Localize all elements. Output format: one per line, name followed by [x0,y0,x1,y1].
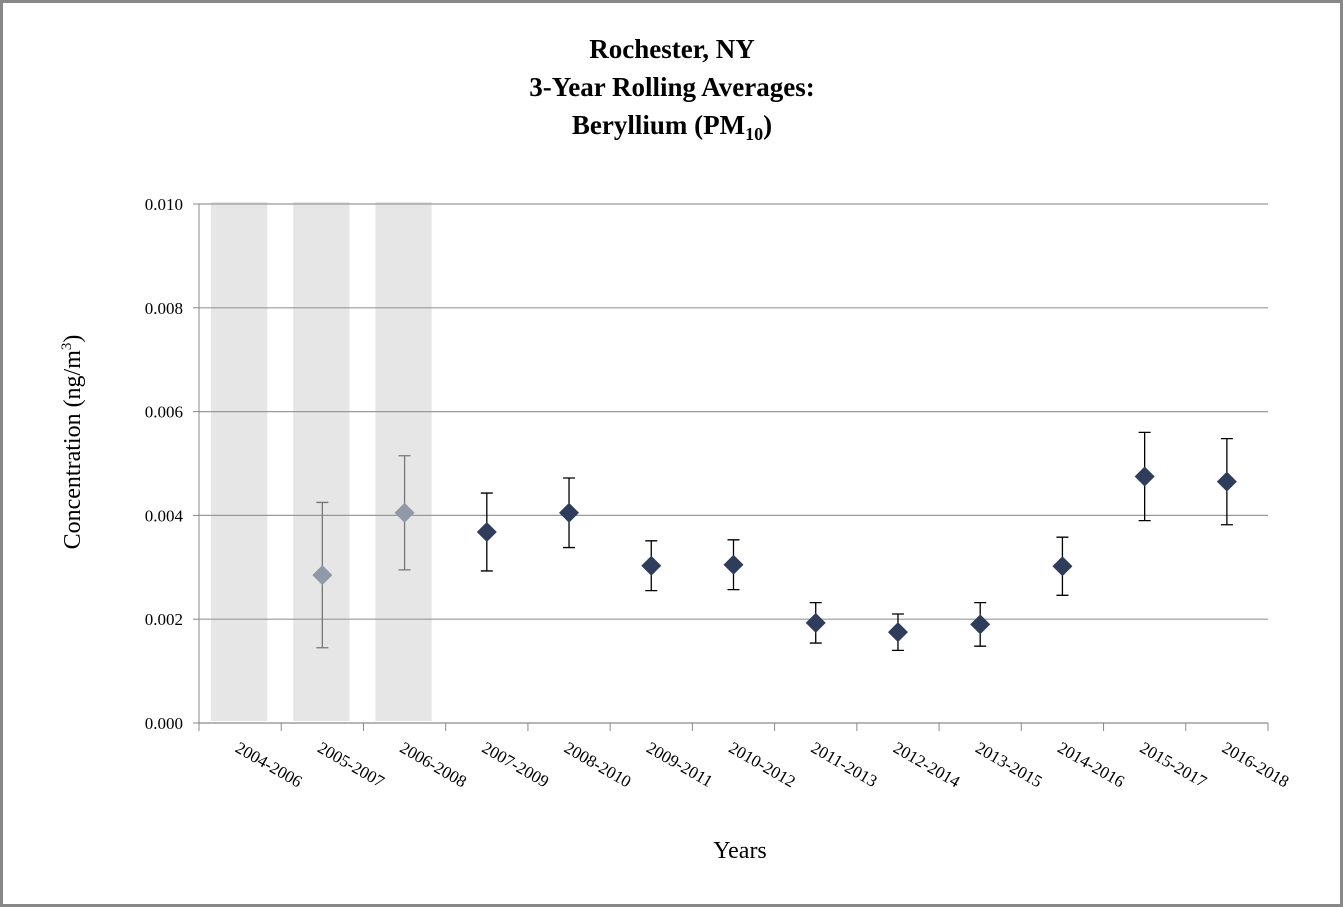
title-text: Beryllium (PM [572,110,745,140]
shaded-band [293,202,350,721]
data-point [1134,466,1155,487]
y-axis-label: Concentration (ng/m3) [59,335,86,550]
data-point [476,522,497,543]
data-point [1216,471,1237,492]
data-point [1052,556,1073,577]
title-suffix: ) [763,110,772,140]
x-axis-label: Years [713,838,767,864]
shaded-band [375,202,432,721]
y-label-text: Concentration (ng/m [60,350,86,550]
y-tick-label: 0.002 [145,610,183,629]
data-point [394,502,415,523]
y-tick-label: 0.004 [145,506,184,525]
title-line: Beryllium (PM10) [572,110,772,144]
title-subscript: 10 [745,124,763,144]
shaded-band [211,202,268,721]
data-point [559,502,580,523]
y-tick-label: 0.000 [145,714,183,733]
data-point [723,554,744,575]
data-point [887,622,908,643]
y-tick-label: 0.008 [145,299,183,318]
y-tick-label: 0.010 [145,195,183,214]
data-point [312,565,333,586]
data-point [970,614,991,635]
data-point [641,555,662,576]
data-point [805,612,826,633]
y-tick-label: 0.006 [145,403,183,422]
title-line: Rochester, NY [589,34,754,64]
y-label-superscript: 3 [59,343,75,351]
y-label-suffix: ) [60,335,86,343]
title-line: 3-Year Rolling Averages: [529,72,814,102]
